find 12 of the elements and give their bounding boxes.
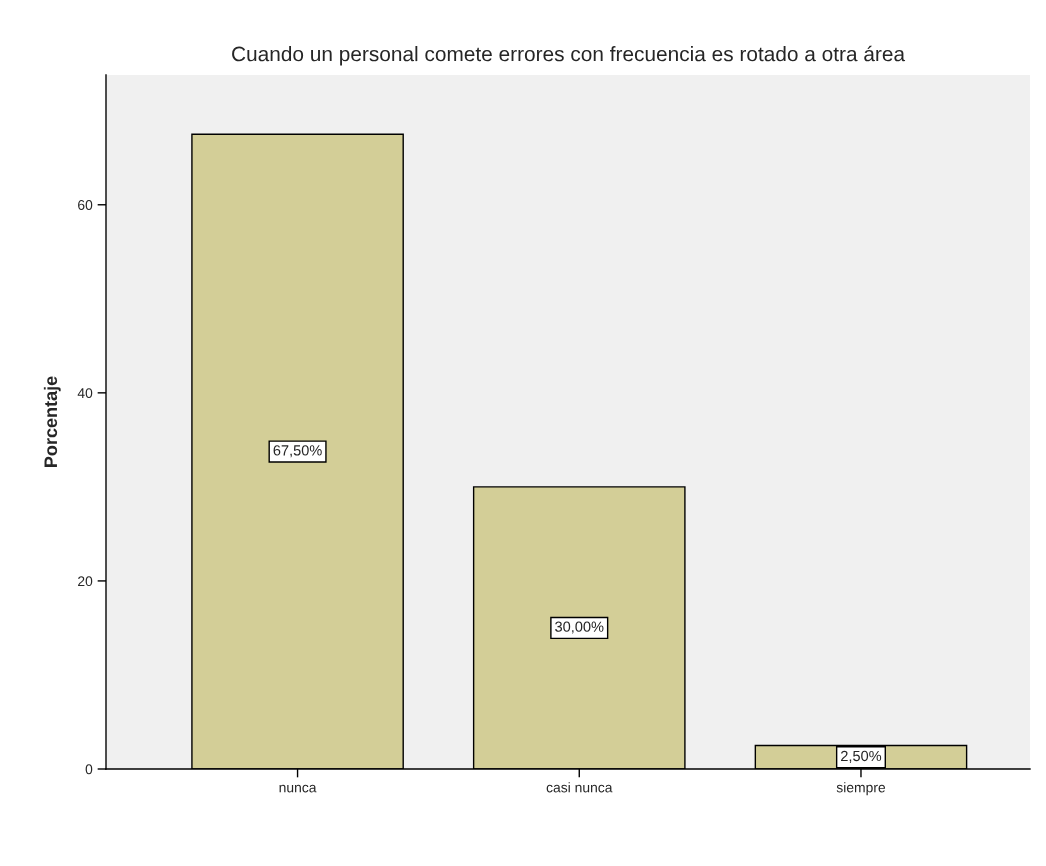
- x-tick-label: nunca: [279, 784, 317, 793]
- chart-title: Cuando un personal comete errores con frecuencia es rotado a otra área: [232, 45, 906, 66]
- y-tick-label: 0: [85, 764, 93, 775]
- y-tick-label: 20: [78, 576, 93, 587]
- data-label: 67,50%: [273, 445, 322, 458]
- y-tick-label: 40: [77, 388, 93, 399]
- data-label: 2,50%: [841, 750, 882, 763]
- y-axis-title: Porcentaje: [43, 376, 61, 467]
- x-tick-label: casi nunca: [546, 782, 613, 793]
- data-label: 30,00%: [555, 621, 604, 634]
- y-tick-label: 60: [78, 200, 93, 210]
- x-tick-label: siempre: [836, 782, 886, 796]
